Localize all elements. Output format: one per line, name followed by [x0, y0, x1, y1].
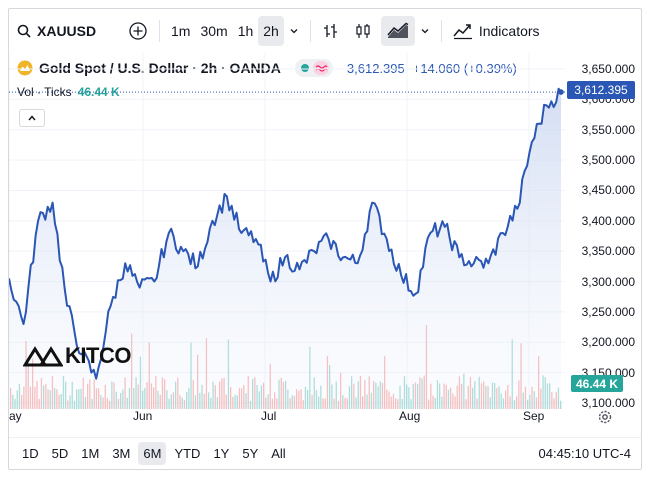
volume-label: Vol · Ticks: [17, 85, 72, 99]
range-5y[interactable]: 5Y: [242, 446, 259, 461]
interval-1m[interactable]: 1m: [171, 23, 191, 39]
interval-30m[interactable]: 30m: [200, 23, 228, 39]
price-tick-label: 3,650.000: [581, 62, 635, 76]
candles-style-button[interactable]: [349, 16, 377, 46]
price-tick-label: 3,200.000: [581, 335, 635, 350]
range-6m[interactable]: 6M: [138, 442, 167, 465]
range-1d[interactable]: 1D: [22, 446, 39, 461]
kitco-logo-text: KITCO: [65, 343, 131, 368]
legend-change: +14.060 (+0.39%): [412, 60, 517, 76]
market-status-pill[interactable]: [294, 59, 333, 77]
chart-type-dropdown[interactable]: [415, 16, 435, 46]
area-chart-icon: [387, 22, 409, 38]
price-tick-label: 3,350.000: [581, 244, 635, 259]
range-3m[interactable]: 3M: [112, 446, 131, 461]
chevron-down-icon: [290, 29, 298, 34]
volume-tag: 46.44 K: [571, 375, 623, 392]
collapse-legend-button[interactable]: [19, 109, 45, 127]
chart-widget: XAUUSD 1m 30m 1h 2h Indicators: [8, 8, 642, 470]
timezone-clock[interactable]: 04:45:10 UTC-4: [538, 446, 632, 461]
price-line: [9, 87, 562, 380]
time-tick-label: May: [8, 409, 22, 423]
price-tick-label: 3,300.000: [581, 274, 635, 289]
interval-2h[interactable]: 2h: [258, 16, 284, 46]
chart-legend: Gold Spot / U.S. Dollar · 2h · OANDA 3,6…: [17, 59, 517, 77]
price-axis[interactable]: 3,650.000 3,600.000 3,550.000 3,500.000 3,45…: [567, 53, 641, 410]
bars-icon: [323, 24, 337, 38]
symbol-search[interactable]: XAUUSD: [17, 23, 109, 39]
symbol-name: XAUUSD: [37, 23, 97, 39]
price-chart-plot[interactable]: [9, 53, 565, 409]
range-all[interactable]: All: [271, 446, 286, 461]
gear-icon: [598, 410, 612, 424]
time-axis[interactable]: May Jun Jul Aug Sep: [9, 409, 565, 429]
symbol-title: Gold Spot / U.S. Dollar · 2h · OANDA: [39, 60, 281, 76]
chevron-up-icon: [28, 115, 36, 121]
bars-style-button[interactable]: [317, 16, 345, 46]
price-tick-label: 3,100.000: [581, 396, 635, 410]
range-ytd[interactable]: YTD: [174, 446, 201, 461]
price-area-fill: [9, 88, 561, 409]
time-tick-label: Aug: [399, 409, 421, 423]
price-tick-label: 3,550.000: [581, 122, 635, 137]
range-1m[interactable]: 1M: [81, 446, 100, 461]
legend-price: 3,612.395: [346, 60, 405, 76]
range-5d[interactable]: 5D: [51, 446, 69, 461]
interval-1h[interactable]: 1h: [237, 23, 254, 39]
chevron-down-icon: [421, 29, 429, 34]
area-style-button[interactable]: [380, 16, 415, 46]
kitco-logo-mark-icon: [23, 346, 63, 367]
toolbar-divider: [159, 20, 160, 42]
time-tick-label: Jul: [261, 409, 277, 423]
candles-icon: [356, 24, 370, 38]
toolbar-divider: [309, 20, 311, 42]
range-1y[interactable]: 1Y: [213, 446, 230, 461]
volume-value: 46.44 K: [77, 85, 120, 99]
indicators-label: Indicators: [478, 23, 540, 39]
volume-legend: Vol · Ticks 46.44 K: [17, 85, 120, 99]
kitco-logo: KITCO: [23, 343, 131, 369]
search-icon: [17, 24, 31, 38]
top-toolbar: XAUUSD 1m 30m 1h 2h Indicators: [9, 9, 641, 53]
interval-dropdown[interactable]: [284, 16, 304, 46]
plus-circle-icon: [129, 22, 147, 40]
time-tick-label: Sep: [523, 409, 545, 423]
indicators-button[interactable]: Indicators: [448, 16, 545, 46]
time-tick-label: Jun: [133, 409, 153, 423]
toolbar-divider: [440, 20, 442, 42]
market-open-dot-icon: [300, 64, 309, 72]
chart-settings-button[interactable]: [597, 409, 613, 425]
indicators-icon: [453, 24, 472, 40]
price-tick-label: 3,250.000: [581, 304, 635, 319]
compare-add-button[interactable]: [123, 16, 153, 46]
price-tick-label: 3,450.000: [581, 183, 635, 198]
range-bar: 1D 5D 1M 3M 6M YTD 1Y 5Y All 04:45:10 UT…: [9, 437, 641, 469]
price-tick-label: 3,500.000: [581, 153, 635, 168]
price-tick-label: 3,400.000: [581, 213, 635, 228]
last-price-tag: 3,612.395: [567, 81, 635, 99]
last-price-dot: [558, 89, 564, 95]
